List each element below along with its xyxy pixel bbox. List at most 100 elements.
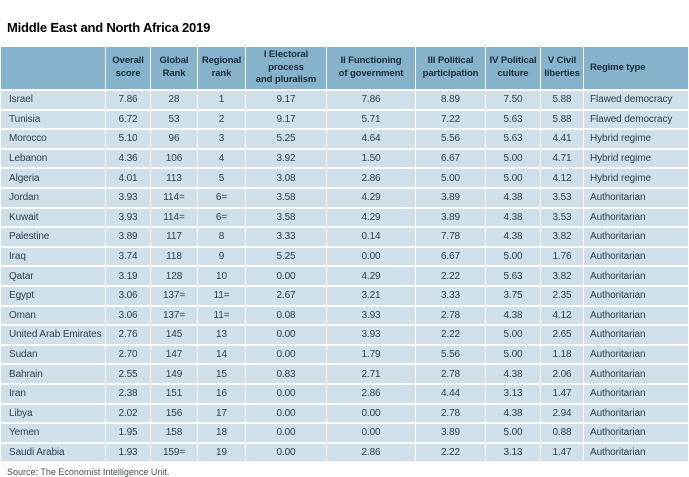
cell-civil_liberties: 4.41 (541, 130, 583, 148)
cell-electoral_process: 3.58 (246, 188, 326, 207)
cell-regional_rank: 6= (198, 188, 245, 207)
cell-political_culture: 4.38 (486, 228, 540, 246)
cell-political_culture: 3.13 (486, 443, 540, 462)
cell-political_participation: 7.22 (416, 110, 485, 129)
cell-functioning_government: 2.86 (327, 169, 415, 187)
cell-political_culture: 4.38 (486, 188, 540, 207)
table-row: Bahrain 2.55 149 15 0.83 2.71 2.78 4.38 2.06 Auth… (1, 365, 688, 383)
column-header-functioning_government: II Functioning of government (327, 47, 415, 89)
cell-civil_liberties: 3.53 (541, 188, 583, 207)
cell-country: Algeria (1, 169, 105, 187)
column-header-political_culture: IV Political culture (486, 47, 540, 89)
table-row: Jordan 3.93 114= 6= 3.58 4.29 3.89 4.38 3.53 Auth… (1, 188, 688, 207)
cell-political_participation: 5.56 (416, 345, 485, 364)
cell-political_culture: 5.00 (486, 169, 540, 187)
cell-regional_rank: 18 (198, 424, 245, 442)
column-header-political_participation: III Political participation (416, 47, 485, 89)
cell-functioning_government: 1.50 (327, 149, 415, 168)
cell-overall_score: 2.02 (106, 404, 150, 423)
cell-global_rank: 145 (151, 326, 197, 344)
cell-overall_score: 3.19 (106, 267, 150, 285)
table-row: Iraq 3.74 118 9 5.25 0.00 6.67 5.00 1.76 Authorit… (1, 247, 688, 266)
cell-global_rank: 53 (151, 110, 197, 129)
cell-country: Tunisia (1, 110, 105, 129)
cell-global_rank: 158 (151, 424, 197, 442)
column-header-country (1, 47, 105, 89)
cell-political_culture: 5.63 (486, 267, 540, 285)
cell-regional_rank: 1 (198, 91, 245, 109)
cell-functioning_government: 1.79 (327, 345, 415, 364)
cell-global_rank: 117 (151, 228, 197, 246)
cell-global_rank: 28 (151, 91, 197, 109)
table-row: Israel 7.86 28 1 9.17 7.86 8.89 7.50 5.88 Flawed … (1, 91, 688, 109)
cell-civil_liberties: 1.76 (541, 247, 583, 266)
table-row: Iran 2.38 151 16 0.00 2.86 4.44 3.13 1.47 Authori… (1, 384, 688, 403)
cell-political_culture: 5.00 (486, 149, 540, 168)
table-row: Sudan 2.70 147 14 0.00 1.79 5.56 5.00 1.18 Author… (1, 345, 688, 364)
cell-country: Saudi Arabia (1, 443, 105, 462)
column-header-global_rank: Global Rank (151, 47, 197, 89)
cell-country: Sudan (1, 345, 105, 364)
cell-overall_score: 3.89 (106, 228, 150, 246)
cell-civil_liberties: 0.88 (541, 424, 583, 442)
cell-political_culture: 3.75 (486, 286, 540, 305)
cell-regime_type: Authoritarian (584, 384, 688, 403)
cell-functioning_government: 7.86 (327, 91, 415, 109)
cell-political_culture: 7.50 (486, 91, 540, 109)
cell-civil_liberties: 1.47 (541, 443, 583, 462)
cell-political_participation: 2.22 (416, 267, 485, 285)
table-row: Libya 2.02 156 17 0.00 0.00 2.78 4.38 2.94 Author… (1, 404, 688, 423)
cell-regional_rank: 2 (198, 110, 245, 129)
column-header-overall_score: Overall score (106, 47, 150, 89)
cell-regional_rank: 15 (198, 365, 245, 383)
table-row: United Arab Emirates 2.76 145 13 0.00 3.93 2.2… (1, 326, 688, 344)
cell-country: Qatar (1, 267, 105, 285)
cell-global_rank: 151 (151, 384, 197, 403)
cell-political_participation: 2.78 (416, 365, 485, 383)
cell-overall_score: 2.55 (106, 365, 150, 383)
cell-regime_type: Hybrid regime (584, 130, 688, 148)
cell-regime_type: Authoritarian (584, 365, 688, 383)
cell-functioning_government: 0.00 (327, 424, 415, 442)
column-header-regional_rank: Regional rank (198, 47, 245, 89)
cell-civil_liberties: 3.53 (541, 208, 583, 227)
cell-country: Egypt (1, 286, 105, 305)
cell-political_participation: 2.22 (416, 443, 485, 462)
cell-political_participation: 8.89 (416, 91, 485, 109)
cell-functioning_government: 4.29 (327, 188, 415, 207)
cell-regional_rank: 11= (198, 306, 245, 325)
cell-regime_type: Authoritarian (584, 188, 688, 207)
cell-civil_liberties: 1.47 (541, 384, 583, 403)
cell-regime_type: Authoritarian (584, 267, 688, 285)
cell-political_culture: 5.63 (486, 110, 540, 129)
cell-civil_liberties: 3.82 (541, 228, 583, 246)
cell-regional_rank: 5 (198, 169, 245, 187)
cell-global_rank: 114= (151, 188, 197, 207)
cell-civil_liberties: 4.12 (541, 169, 583, 187)
cell-political_culture: 4.38 (486, 404, 540, 423)
column-header-regime_type: Regime type (584, 47, 688, 89)
cell-civil_liberties: 5.88 (541, 91, 583, 109)
cell-global_rank: 113 (151, 169, 197, 187)
cell-country: Jordan (1, 188, 105, 207)
cell-civil_liberties: 4.71 (541, 149, 583, 168)
cell-regional_rank: 4 (198, 149, 245, 168)
cell-regime_type: Authoritarian (584, 208, 688, 227)
cell-functioning_government: 2.71 (327, 365, 415, 383)
cell-electoral_process: 0.00 (246, 404, 326, 423)
cell-overall_score: 2.70 (106, 345, 150, 364)
cell-functioning_government: 0.00 (327, 247, 415, 266)
cell-political_culture: 4.38 (486, 306, 540, 325)
cell-global_rank: 137= (151, 306, 197, 325)
cell-overall_score: 5.10 (106, 130, 150, 148)
cell-regional_rank: 8 (198, 228, 245, 246)
cell-country: Kuwait (1, 208, 105, 227)
column-header-electoral_process: I Electoral process and pluralism (246, 47, 326, 89)
cell-functioning_government: 3.93 (327, 326, 415, 344)
table-header-row: Overall score Global Rank Regional rank I E… (1, 47, 688, 89)
cell-regional_rank: 19 (198, 443, 245, 462)
source-note: Source: The Economist Intelligence Unit. (7, 467, 170, 477)
cell-electoral_process: 3.58 (246, 208, 326, 227)
cell-regime_type: Authoritarian (584, 424, 688, 442)
cell-country: Bahrain (1, 365, 105, 383)
